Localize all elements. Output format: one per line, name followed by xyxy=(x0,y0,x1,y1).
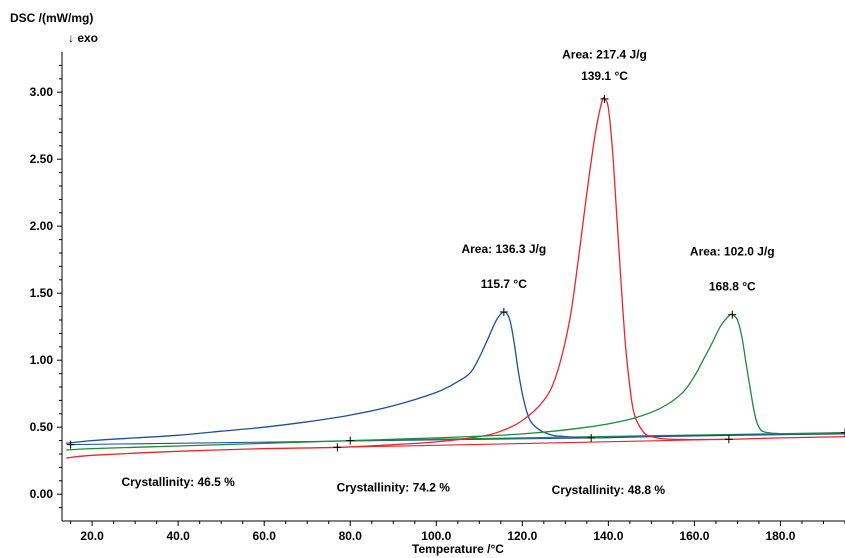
annotation: Crystallinity: 46.5 % xyxy=(121,475,235,489)
annotation: 139.1 °C xyxy=(581,69,628,83)
annotation: Area: 136.3 J/g xyxy=(461,242,546,256)
annotation: Crystallinity: 48.8 % xyxy=(552,483,666,497)
y-axis-label: DSC /(mW/mg) xyxy=(10,11,93,25)
annotation: 115.7 °C xyxy=(481,277,528,291)
axes: 0.00 0.50 1.00 1.50 2.00 2.50 3.00 20.0 40.0 60.0… xyxy=(30,52,845,543)
y-axis-sublabel: ↓ exo xyxy=(68,31,98,45)
baseline-2 xyxy=(350,432,845,442)
annotation: 168.8 °C xyxy=(709,280,756,294)
x-tick-label: 40.0 xyxy=(166,529,190,543)
x-tick-label: 80.0 xyxy=(339,529,363,543)
annotation: Crystallinity: 74.2 % xyxy=(337,481,451,495)
y-tick-label: 2.50 xyxy=(30,152,54,166)
x-tick-label: 180.0 xyxy=(765,529,795,543)
x-tick-label: 160.0 xyxy=(679,529,709,543)
curves xyxy=(66,97,845,459)
series-line-0 xyxy=(66,311,845,444)
y-tick-label: 1.50 xyxy=(30,286,54,300)
y-tick-label: 0.00 xyxy=(30,487,54,501)
x-axis-label: Temperature /°C xyxy=(412,542,504,556)
annotations: Area: 217.4 J/g 139.1 °C Area: 136.3 J/g 11… xyxy=(121,48,774,498)
x-tick-label: 100.0 xyxy=(421,529,451,543)
x-tick-label: 120.0 xyxy=(507,529,537,543)
y-tick-label: 1.00 xyxy=(30,353,54,367)
baseline-1 xyxy=(337,438,729,448)
y-tick-label: 2.00 xyxy=(30,219,54,233)
series-line-2 xyxy=(66,313,845,451)
annotation: Area: 217.4 J/g xyxy=(562,48,647,62)
markers xyxy=(66,94,845,452)
annotation: Area: 102.0 J/g xyxy=(690,245,775,259)
x-tick-label: 140.0 xyxy=(593,529,623,543)
x-tick-label: 60.0 xyxy=(253,529,277,543)
y-tick-label: 0.50 xyxy=(30,420,54,434)
x-tick-label: 20.0 xyxy=(80,529,104,543)
y-tick-label: 3.00 xyxy=(30,85,54,99)
series-line-1 xyxy=(66,97,845,459)
